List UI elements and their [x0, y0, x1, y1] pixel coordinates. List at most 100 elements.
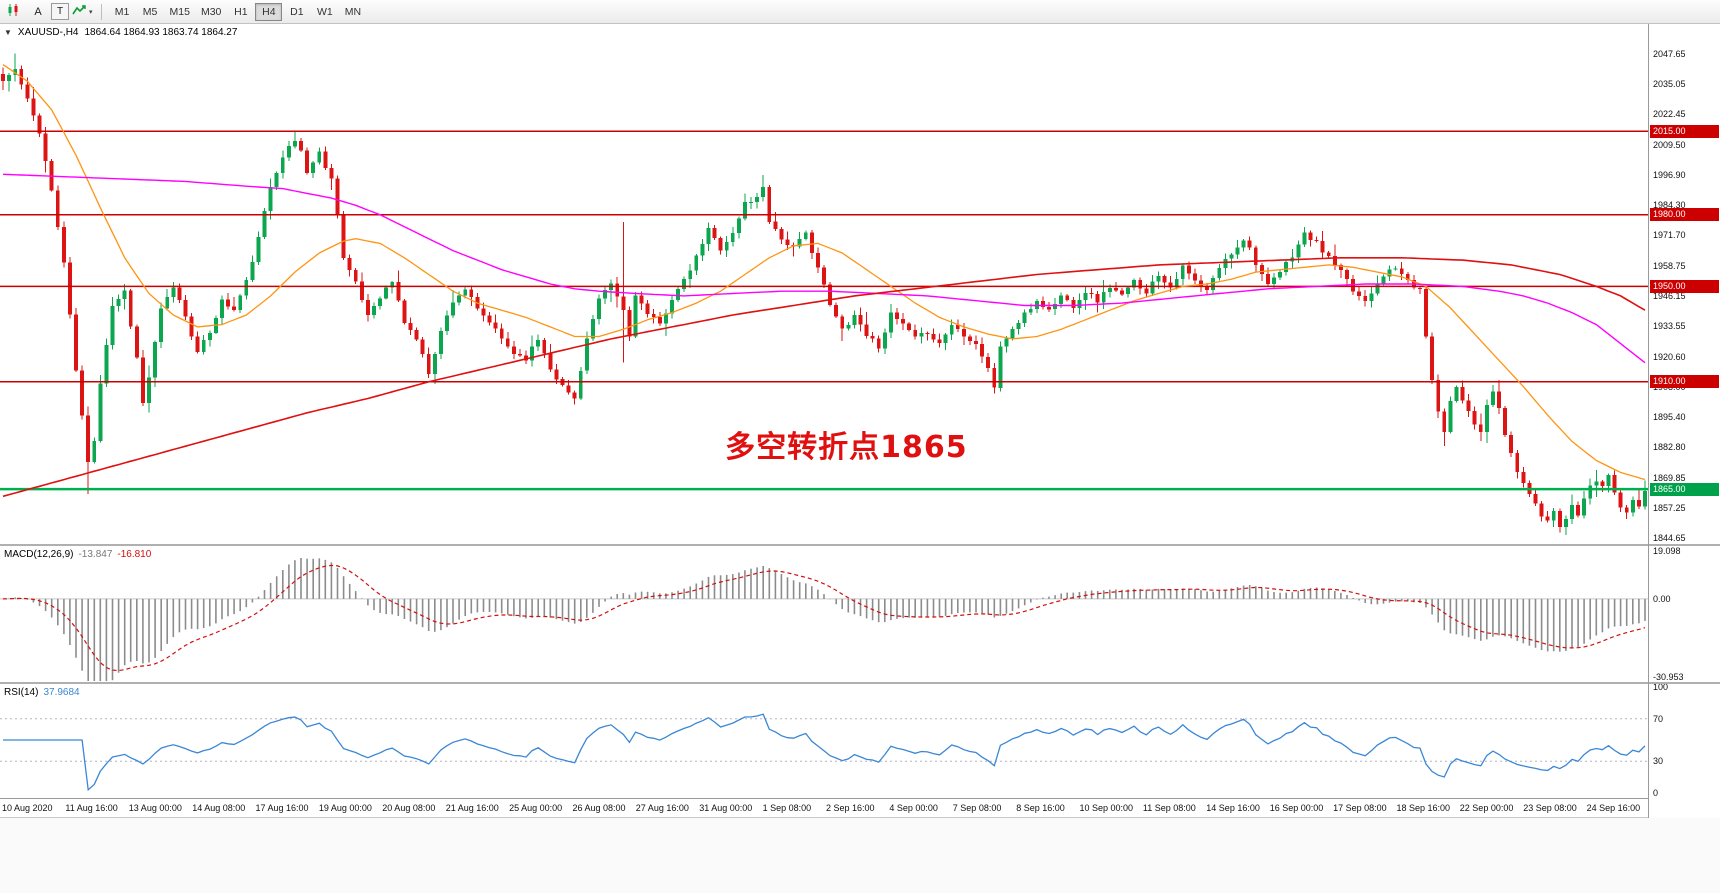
price-line-label: 1980.00 — [1650, 208, 1719, 222]
price-tick-label: 2022.45 — [1653, 108, 1686, 119]
price-tick-label: 1882.80 — [1653, 441, 1686, 452]
panel-separator — [1649, 682, 1720, 684]
price-tick-label: 1857.25 — [1653, 502, 1686, 513]
rsi-label: RSI(14) 37.9684 — [4, 687, 80, 698]
timeframe-button-m1[interactable]: M1 — [109, 3, 136, 21]
toolbar-separator — [100, 3, 102, 20]
candles-layer — [1, 53, 1647, 535]
symbol-period-label: XAUUSD-,H4 — [17, 27, 79, 38]
chart-type-button[interactable] — [3, 2, 25, 22]
macd-tick-label: 0.00 — [1653, 593, 1671, 604]
macd-label: MACD(12,26,9) -13.847 -16.810 — [4, 549, 151, 560]
time-axis-label: 2 Sep 16:00 — [826, 803, 875, 813]
panel-separator — [1649, 544, 1720, 546]
price-tick-label: 1920.60 — [1653, 351, 1686, 362]
time-axis-label: 7 Sep 08:00 — [952, 803, 1002, 813]
price-line-label: 2015.00 — [1650, 124, 1719, 138]
time-axis-label: 17 Aug 16:00 — [255, 803, 309, 813]
time-axis-label: 21 Aug 16:00 — [445, 803, 499, 813]
price-line-label: 1950.00 — [1650, 279, 1719, 293]
time-axis-label: 27 Aug 16:00 — [635, 803, 689, 813]
time-axis-label: 31 Aug 00:00 — [699, 803, 753, 813]
indicators-button[interactable]: ▾ — [71, 2, 94, 22]
time-axis-label: 10 Sep 00:00 — [1079, 803, 1134, 813]
time-axis-label: 22 Sep 00:00 — [1459, 803, 1514, 813]
price-tick-label: 2047.65 — [1653, 48, 1686, 59]
chart-annotation-text: 多空转折点1865 — [725, 430, 968, 465]
time-axis-label: 20 Aug 08:00 — [382, 803, 436, 813]
text-tool-button[interactable]: T — [51, 3, 69, 20]
timeframe-button-m15[interactable]: M15 — [165, 3, 195, 21]
macd-name: MACD(12,26,9) — [4, 549, 74, 560]
time-axis-label: 25 Aug 00:00 — [509, 803, 563, 813]
macd-panel[interactable]: MACD(12,26,9) -13.847 -16.810 — [0, 544, 1648, 682]
bottom-empty-area — [0, 818, 1720, 893]
charts-column: ▼ XAUUSD-,H4 1864.64 1864.93 1863.74 186… — [0, 24, 1648, 818]
rsi-line — [3, 713, 1646, 792]
rsi-tick-label: 0 — [1653, 788, 1659, 798]
price-tick-label: 1958.75 — [1653, 260, 1686, 271]
candlestick-chart[interactable] — [0, 24, 1648, 544]
time-axis-label: 14 Sep 16:00 — [1206, 803, 1260, 813]
price-tick-label: 1933.55 — [1653, 320, 1686, 331]
rsi-tick-label: 70 — [1653, 713, 1664, 724]
rsi-name: RSI(14) — [4, 687, 39, 698]
macd-signal-line — [2, 564, 1646, 672]
ma-mid-magenta-line[interactable] — [2, 173, 1646, 364]
time-axis-label: 24 Sep 16:00 — [1586, 803, 1641, 813]
price-tick-label: 1895.40 — [1653, 411, 1686, 422]
price-tick-label: 1996.90 — [1653, 169, 1686, 180]
time-axis-label: 10 Aug 2020 — [2, 803, 53, 813]
timeframe-button-m30[interactable]: M30 — [196, 3, 226, 21]
chart-ohlc-info: ▼ XAUUSD-,H4 1864.64 1864.93 1863.74 186… — [4, 27, 237, 38]
macd-histogram — [8, 558, 1646, 681]
timeframe-button-m5[interactable]: M5 — [137, 3, 164, 21]
main-chart-panel[interactable]: ▼ XAUUSD-,H4 1864.64 1864.93 1863.74 186… — [0, 24, 1648, 544]
timeframe-button-h1[interactable]: H1 — [227, 3, 254, 21]
price-tick-label: 2035.05 — [1653, 78, 1686, 89]
macd-tick-label: -30.953 — [1653, 671, 1684, 682]
collapse-triangle-icon[interactable]: ▼ — [4, 28, 12, 37]
macd-chart — [0, 558, 1648, 681]
chevron-down-icon: ▾ — [89, 8, 93, 16]
rsi-value: 37.9684 — [43, 687, 80, 698]
price-tick-label: 1869.85 — [1653, 472, 1686, 483]
ohlc-values: 1864.64 1864.93 1863.74 1864.27 — [84, 27, 238, 38]
rsi-chart — [0, 713, 1648, 792]
time-axis-label: 14 Aug 08:00 — [192, 803, 246, 813]
time-axis-label: 19 Aug 00:00 — [318, 803, 372, 813]
timeframe-buttons-group: M1 M5 M15 M30 H1 H4 D1 W1 MN — [109, 2, 367, 21]
macd-tick-label: 19.098 — [1653, 545, 1681, 556]
timeframe-button-w1[interactable]: W1 — [311, 3, 338, 21]
time-axis-label: 4 Sep 00:00 — [889, 803, 938, 813]
ma-slow-red-line[interactable] — [2, 257, 1646, 498]
rsi-tick-label: 30 — [1653, 756, 1664, 767]
price-tick-label: 1844.65 — [1653, 532, 1686, 543]
price-tick-label: 1946.15 — [1653, 290, 1686, 301]
timeframe-button-h4[interactable]: H4 — [255, 2, 283, 21]
price-axis[interactable]: 2047.65 2035.05 2022.45 2009.50 1996.90 1984.… — [1648, 24, 1720, 818]
time-axis[interactable]: 10 Aug 2020 11 Aug 16:00 13 Aug 00:00 14 Au… — [0, 798, 1648, 818]
time-axis-label: 18 Sep 16:00 — [1396, 803, 1451, 813]
rsi-panel[interactable]: RSI(14) 37.9684 — [0, 682, 1648, 798]
ma-fast-orange-line[interactable] — [2, 64, 1646, 481]
chart-workspace: ▼ XAUUSD-,H4 1864.64 1864.93 1863.74 186… — [0, 24, 1720, 818]
timeframe-toolbar: A T ▾ M1 M5 M15 M30 H1 H4 D1 W1 MN — [0, 0, 1720, 24]
price-line-label: 1910.00 — [1650, 375, 1719, 389]
zigzag-arrows-icon — [72, 4, 87, 19]
time-axis-label: 26 Aug 08:00 — [572, 803, 626, 813]
time-axis-label: 11 Sep 08:00 — [1142, 803, 1196, 813]
time-axis-label: 8 Sep 16:00 — [1016, 803, 1065, 813]
autoscroll-a-button[interactable]: A — [27, 2, 49, 22]
rsi-tick-label: 100 — [1653, 682, 1669, 692]
time-axis-label: 13 Aug 00:00 — [128, 803, 182, 813]
time-axis-label: 17 Sep 08:00 — [1333, 803, 1387, 813]
time-axis-label: 1 Sep 08:00 — [762, 803, 812, 813]
time-axis-label: 11 Aug 16:00 — [65, 803, 118, 813]
timeframe-button-d1[interactable]: D1 — [283, 3, 310, 21]
price-tick-label: 2009.50 — [1653, 139, 1686, 150]
price-tick-label: 1984.30 — [1653, 199, 1686, 210]
candlestick-chart-icon — [7, 3, 21, 20]
timeframe-button-mn[interactable]: MN — [339, 3, 366, 21]
